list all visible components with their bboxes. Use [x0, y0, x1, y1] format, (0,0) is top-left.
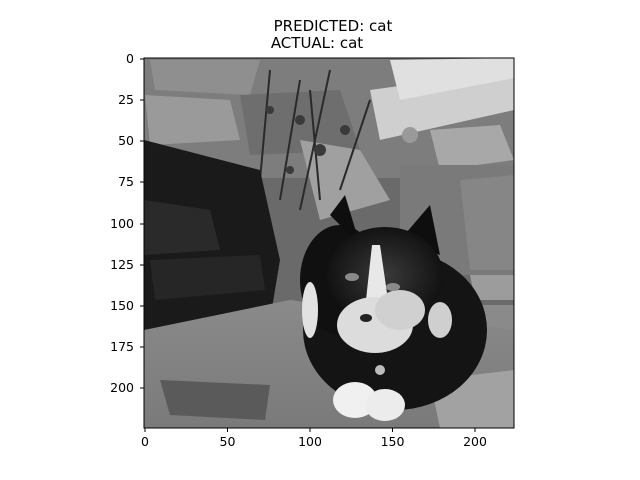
y-tick-label: 125 [110, 257, 134, 272]
x-tick-label: 200 [463, 434, 487, 449]
y-tick-label: 25 [118, 92, 134, 107]
y-axis: 0 25 50 75 100 125 150 175 200 [110, 51, 144, 395]
y-tick-label: 75 [118, 174, 134, 189]
x-tick-label: 50 [220, 434, 236, 449]
actual-label: ACTUAL: cat [270, 34, 364, 52]
y-tick-label: 50 [118, 133, 134, 148]
x-tick-label: 150 [381, 434, 405, 449]
axes-frame [143, 57, 515, 429]
y-tick-label: 150 [110, 298, 134, 313]
x-tick-label: 100 [298, 434, 322, 449]
x-tick-label: 0 [141, 434, 149, 449]
y-tick-label: 0 [126, 51, 134, 66]
predicted-label: PREDICTED: cat [273, 17, 393, 35]
x-axis: 0 50 100 150 200 [141, 428, 487, 449]
y-tick-label: 100 [110, 216, 134, 231]
cat-photo [144, 58, 514, 428]
y-tick-label: 200 [110, 380, 134, 395]
y-tick-label: 175 [110, 339, 134, 354]
